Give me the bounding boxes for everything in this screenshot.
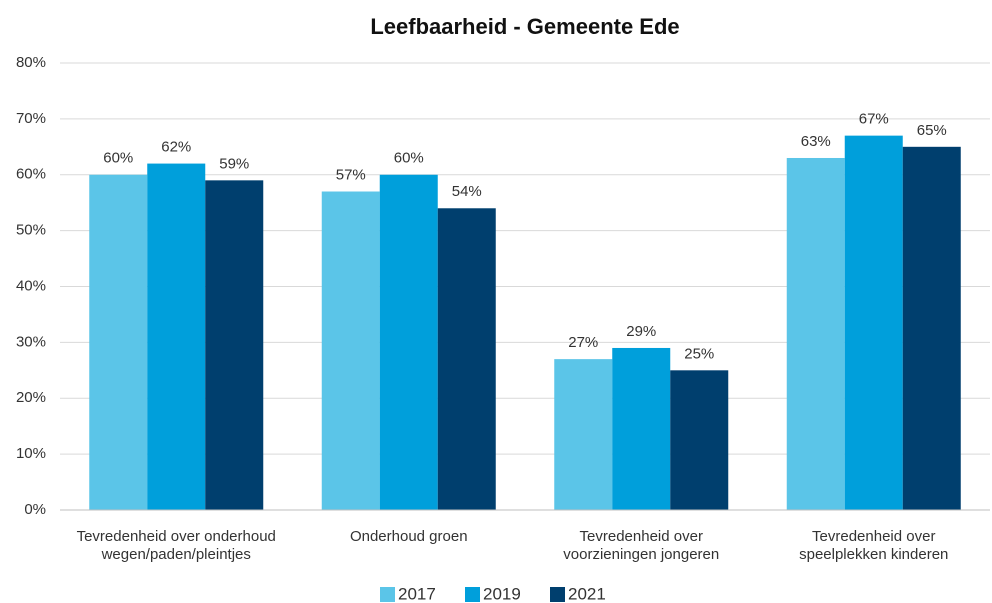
- x-tick-label: Tevredenheid over speelplekken kinderen: [799, 528, 949, 563]
- data-label: 57%: [336, 166, 366, 183]
- bar: [379, 174, 438, 510]
- data-label: 63%: [801, 133, 831, 150]
- bar: [612, 347, 671, 510]
- bar: [844, 135, 903, 510]
- data-label: 60%: [394, 150, 424, 167]
- legend-swatch: [380, 587, 395, 602]
- bar: [437, 208, 496, 510]
- x-tick-label: Onderhoud groen: [349, 528, 468, 545]
- y-tick-label: 80%: [16, 54, 46, 71]
- bar: [205, 180, 264, 510]
- bar: [147, 163, 206, 510]
- data-label: 65%: [917, 122, 947, 139]
- y-tick-label: 70%: [16, 110, 46, 127]
- data-label: 59%: [219, 155, 249, 172]
- bar: [321, 191, 380, 510]
- x-tick-label: Tevredenheid over onderhoud wegen/paden/…: [76, 528, 276, 563]
- legend-label: 2019: [483, 584, 521, 603]
- data-label: 60%: [103, 150, 133, 167]
- data-label: 67%: [859, 111, 889, 128]
- data-label: 62%: [161, 139, 191, 156]
- y-tick-label: 0%: [24, 501, 46, 518]
- y-tick-label: 10%: [16, 445, 46, 462]
- data-label: 25%: [684, 345, 714, 362]
- x-tick-label: Tevredenheid over voorzieningen jongeren: [563, 528, 720, 563]
- data-label: 54%: [452, 183, 482, 200]
- data-label: 27%: [568, 334, 598, 351]
- bar: [554, 359, 613, 510]
- bar: [89, 174, 148, 510]
- bar: [670, 370, 729, 510]
- chart-title: Leefbaarheid - Gemeente Ede: [370, 14, 679, 39]
- y-tick-label: 20%: [16, 389, 46, 406]
- bar: [902, 146, 961, 510]
- legend-label: 2017: [398, 584, 436, 603]
- legend-label: 2021: [568, 584, 606, 603]
- y-tick-label: 30%: [16, 333, 46, 350]
- y-tick-label: 50%: [16, 222, 46, 239]
- y-tick-label: 40%: [16, 277, 46, 294]
- data-label: 29%: [626, 323, 656, 340]
- y-tick-label: 60%: [16, 166, 46, 183]
- bar: [786, 157, 845, 511]
- legend-swatch: [550, 587, 565, 602]
- legend-swatch: [465, 587, 480, 602]
